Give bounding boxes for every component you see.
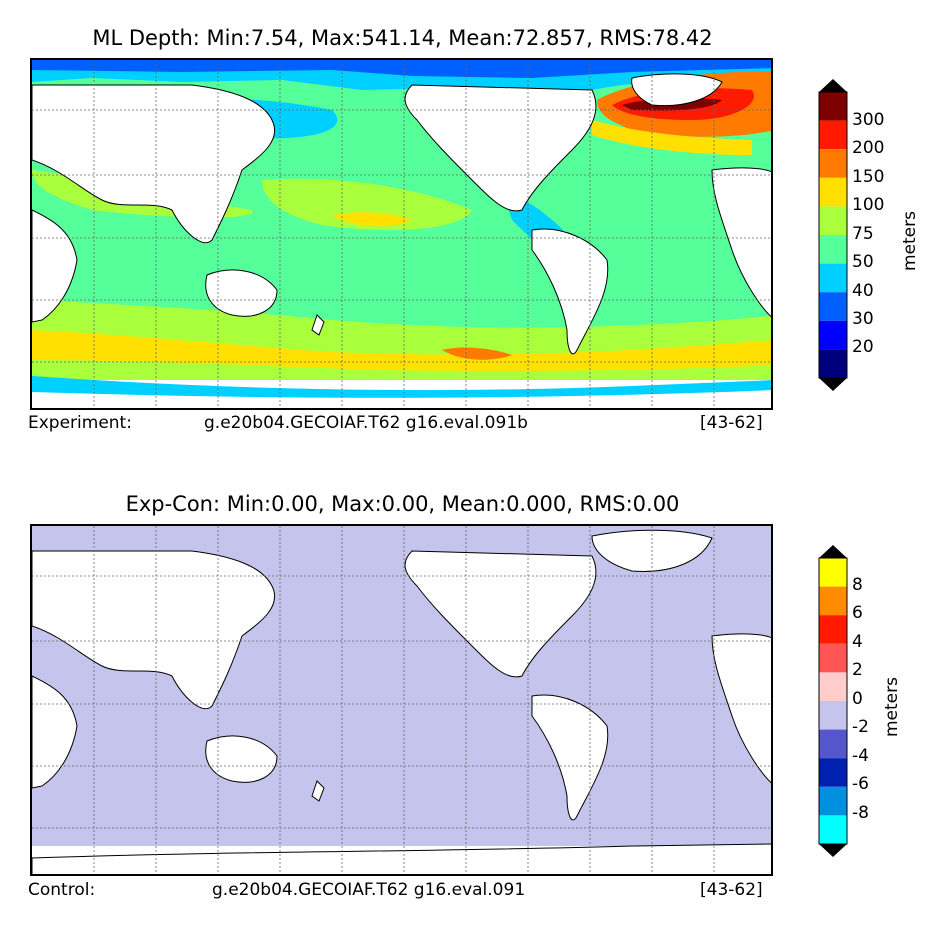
top-colorbar-tick: 50 xyxy=(852,252,874,272)
top-colorbar-tick: 200 xyxy=(852,138,885,158)
bottom-caption-years: [43-62] xyxy=(700,880,763,900)
top-caption-run: g.e20b04.GECOIAF.T62 g16.eval.091b xyxy=(204,413,528,433)
top-colorbar-tick: 100 xyxy=(852,195,885,215)
graticule xyxy=(32,60,771,408)
continents xyxy=(32,73,771,355)
top-colorbar-tick: 20 xyxy=(852,337,874,357)
top-colorbar-tick: 150 xyxy=(852,167,885,187)
eurasia-landmass xyxy=(32,84,276,244)
north-america-landmass xyxy=(404,84,597,212)
bottom-colorbar-tick: -4 xyxy=(852,746,869,766)
graticule xyxy=(32,526,771,874)
continents xyxy=(32,529,771,874)
bottom-colorbar-tick: 0 xyxy=(852,689,863,709)
australia-landmass xyxy=(205,735,278,783)
bottom-colorbar-tick: 6 xyxy=(852,603,863,623)
bottom-colorbar-tick: -6 xyxy=(852,774,869,794)
top-mixed-layer-depth-map xyxy=(30,58,773,410)
bottom-colorbar-tick: 4 xyxy=(852,632,863,652)
top-colorbar xyxy=(818,79,848,391)
new-zealand-landmass xyxy=(311,314,325,336)
bottom-colorbar xyxy=(818,545,848,857)
australia-landmass xyxy=(205,269,278,317)
africa-landmass-east xyxy=(711,167,771,318)
eurasia-landmass xyxy=(32,550,276,710)
top-colorbar-tick: 75 xyxy=(852,224,874,244)
top-map-title: ML Depth: Min:7.54, Max:541.14, Mean:72.… xyxy=(92,26,713,50)
bottom-colorbar-units: meters xyxy=(882,677,902,737)
south-america-landmass xyxy=(531,694,609,821)
top-caption-years: [43-62] xyxy=(700,413,763,433)
bottom-colorbar-tick: 8 xyxy=(852,575,863,595)
bottom-colorbar-tick: -2 xyxy=(852,717,869,737)
top-caption-label: Experiment: xyxy=(28,413,132,433)
greenland-landmass xyxy=(631,73,723,107)
bottom-caption-run: g.e20b04.GECOIAF.T62 g16.eval.091 xyxy=(212,880,526,900)
top-colorbar-units: meters xyxy=(900,211,920,271)
bottom-caption-label: Control: xyxy=(28,880,96,900)
arctic-deep-band xyxy=(32,60,771,78)
africa-landmass-east xyxy=(711,633,771,784)
south-america-landmass xyxy=(531,228,609,355)
top-colorbar-tick: 30 xyxy=(852,309,874,329)
antarctica-coast xyxy=(32,843,771,874)
bottom-difference-map xyxy=(30,524,773,876)
new-zealand-landmass xyxy=(311,780,325,802)
bottom-map-title: Exp-Con: Min:0.00, Max:0.00, Mean:0.000,… xyxy=(125,492,680,516)
top-colorbar-tick: 40 xyxy=(852,281,874,301)
bottom-colorbar-tick: 2 xyxy=(852,660,863,680)
north-america-landmass xyxy=(404,550,597,678)
top-colorbar-tick: 300 xyxy=(852,110,885,130)
bottom-colorbar-tick: -8 xyxy=(852,803,869,823)
